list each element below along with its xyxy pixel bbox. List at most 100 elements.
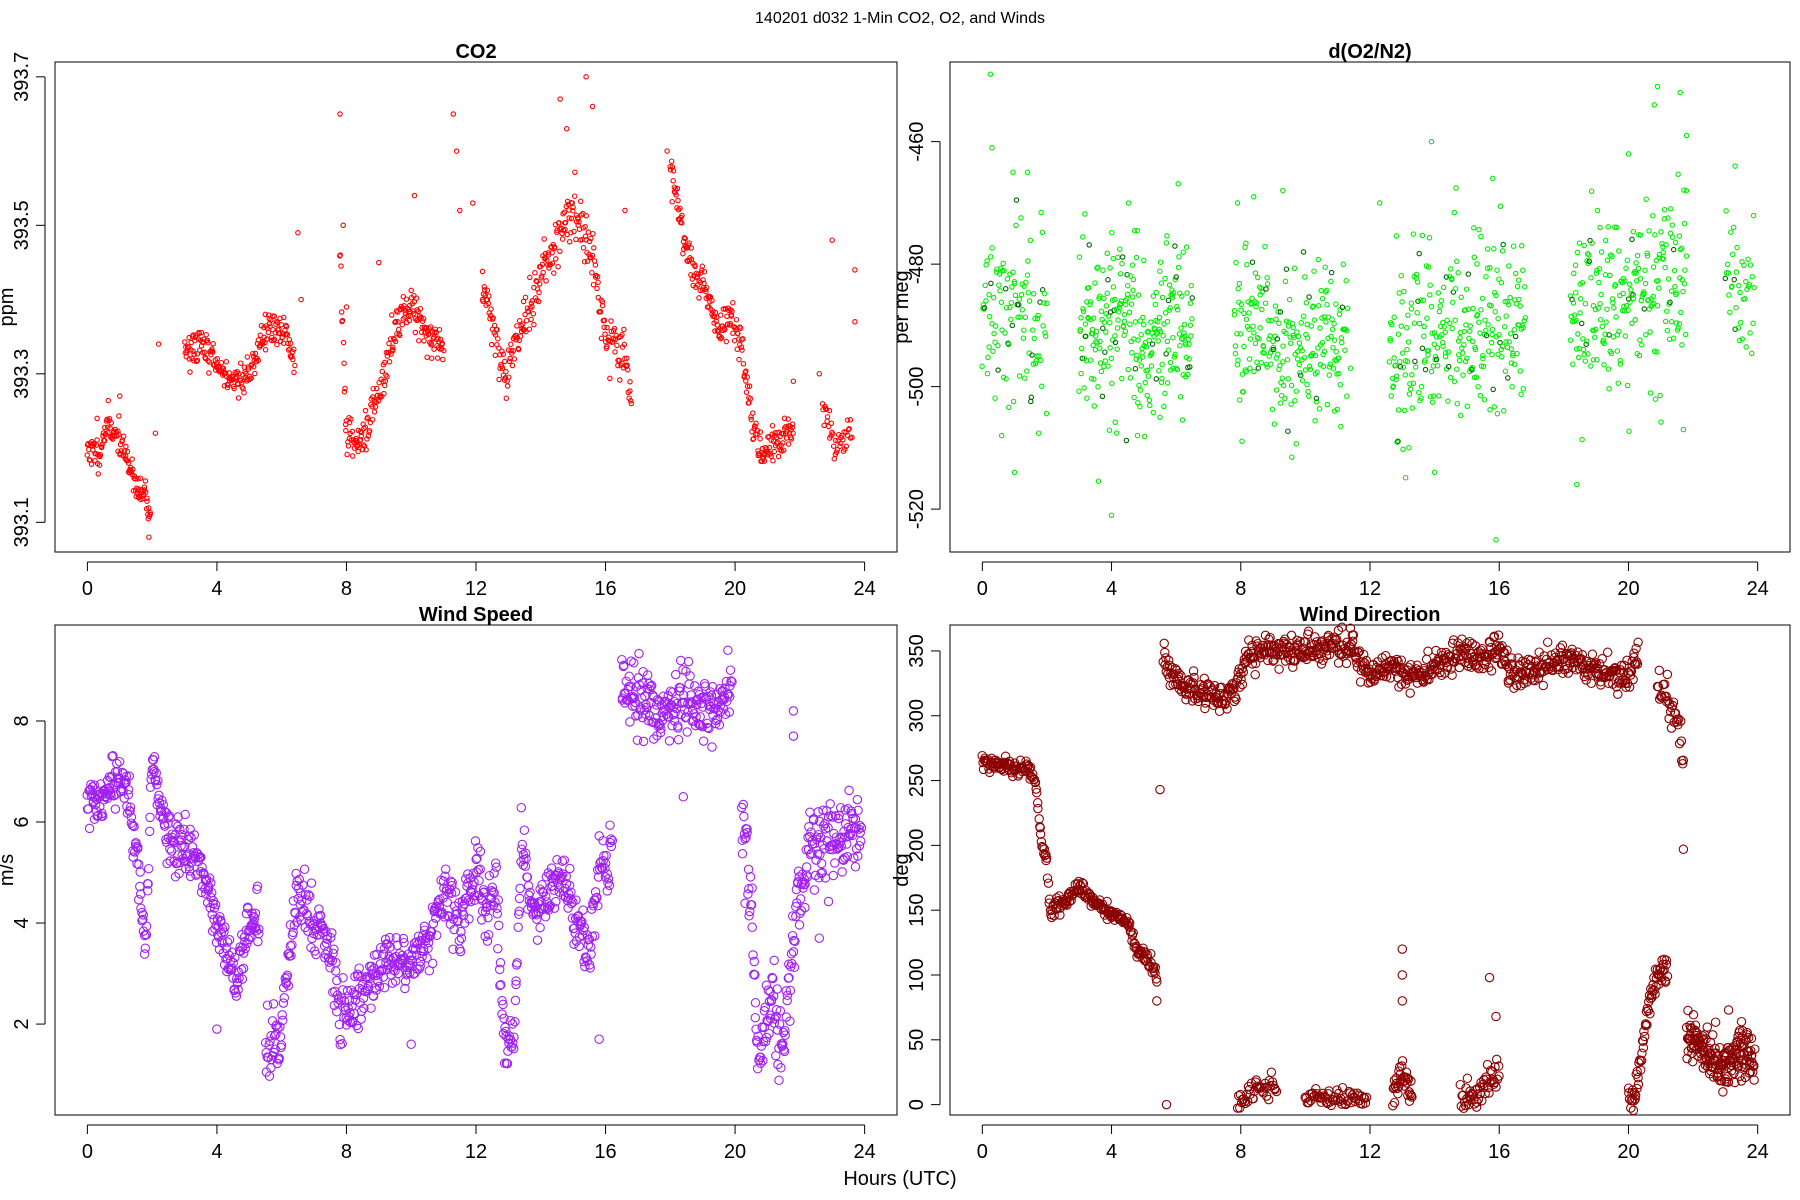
data-point — [1623, 303, 1630, 309]
data-point — [1522, 284, 1528, 290]
data-point — [624, 355, 630, 361]
data-point — [142, 478, 149, 484]
data-point — [349, 453, 356, 459]
data-point — [627, 388, 633, 394]
data-point — [1264, 364, 1270, 370]
data-point — [1172, 351, 1178, 358]
data-point — [1082, 211, 1088, 217]
data-point — [1572, 289, 1579, 296]
data-point — [995, 342, 1001, 349]
data-point — [828, 420, 835, 427]
data-point — [267, 323, 273, 329]
data-point — [1115, 317, 1121, 323]
data-point — [1392, 362, 1399, 369]
data-point — [361, 972, 371, 982]
data-point — [1205, 681, 1215, 692]
data-point — [1174, 303, 1180, 310]
data-point — [727, 677, 737, 687]
data-point — [273, 318, 280, 325]
data-point — [265, 1036, 275, 1046]
data-point — [1232, 343, 1239, 349]
data-point — [1126, 309, 1133, 316]
data-point — [1431, 341, 1438, 347]
data-point — [1491, 290, 1498, 296]
data-point — [1464, 403, 1471, 410]
data-point — [253, 936, 263, 947]
data-point — [569, 939, 579, 949]
data-point — [1349, 647, 1359, 658]
data-point — [625, 367, 631, 373]
data-point — [729, 308, 735, 315]
data-point — [744, 884, 754, 894]
data-point — [1477, 392, 1484, 399]
data-point — [154, 790, 164, 801]
data-point — [1040, 850, 1050, 861]
data-point — [1680, 426, 1687, 433]
data-point — [498, 1028, 509, 1039]
data-point — [853, 851, 863, 861]
data-point — [428, 918, 439, 929]
data-point — [429, 355, 435, 361]
data-point — [463, 895, 474, 905]
data-point — [559, 230, 565, 237]
data-point — [519, 825, 530, 835]
data-point — [1107, 265, 1113, 271]
data-point — [152, 430, 159, 436]
data-point — [1268, 361, 1274, 367]
data-point — [488, 887, 498, 897]
data-point — [337, 1038, 347, 1049]
data-point — [1107, 345, 1113, 351]
data-point — [1255, 1083, 1265, 1093]
data-point — [590, 230, 596, 237]
data-point — [1664, 327, 1671, 334]
data-point — [644, 678, 654, 689]
data-point — [788, 731, 799, 741]
data-point — [1292, 398, 1298, 404]
data-point — [132, 476, 139, 482]
data-point — [1664, 308, 1670, 314]
data-point — [1441, 324, 1447, 330]
data-point — [1521, 318, 1527, 324]
data-point — [297, 907, 307, 917]
data-point — [1424, 315, 1430, 322]
data-point — [1563, 668, 1574, 678]
data-point — [1101, 319, 1108, 326]
data-point — [1156, 314, 1163, 321]
data-point — [855, 836, 866, 846]
data-point — [830, 443, 837, 449]
data-point — [142, 886, 153, 896]
data-point — [680, 250, 686, 257]
data-point — [516, 318, 523, 324]
data-point — [1347, 365, 1354, 372]
data-point — [1041, 853, 1052, 863]
y-tick-label: -500 — [906, 367, 928, 407]
data-point — [1159, 375, 1165, 382]
data-point — [1152, 301, 1159, 308]
data-point — [795, 894, 806, 904]
data-point — [1077, 326, 1084, 333]
data-point — [1035, 823, 1045, 833]
data-point — [161, 807, 172, 818]
data-point — [763, 985, 774, 995]
data-point — [390, 347, 396, 354]
data-point — [1034, 315, 1041, 322]
data-point — [1159, 638, 1169, 649]
data-point — [165, 856, 175, 866]
data-point — [565, 863, 575, 874]
data-point — [479, 268, 486, 275]
data-point — [1459, 350, 1466, 356]
data-point — [755, 1058, 766, 1069]
data-point — [1652, 396, 1659, 402]
data-point — [379, 368, 386, 375]
data-point — [1084, 395, 1090, 401]
data-point — [829, 237, 835, 243]
data-point — [228, 958, 238, 968]
data-point — [799, 880, 809, 890]
x-tick-label: 4 — [1106, 578, 1117, 600]
data-point — [1445, 363, 1452, 370]
data-point — [570, 207, 576, 214]
data-point — [449, 924, 459, 935]
data-point — [664, 148, 670, 154]
data-point — [1329, 316, 1335, 322]
data-point — [1076, 254, 1083, 260]
